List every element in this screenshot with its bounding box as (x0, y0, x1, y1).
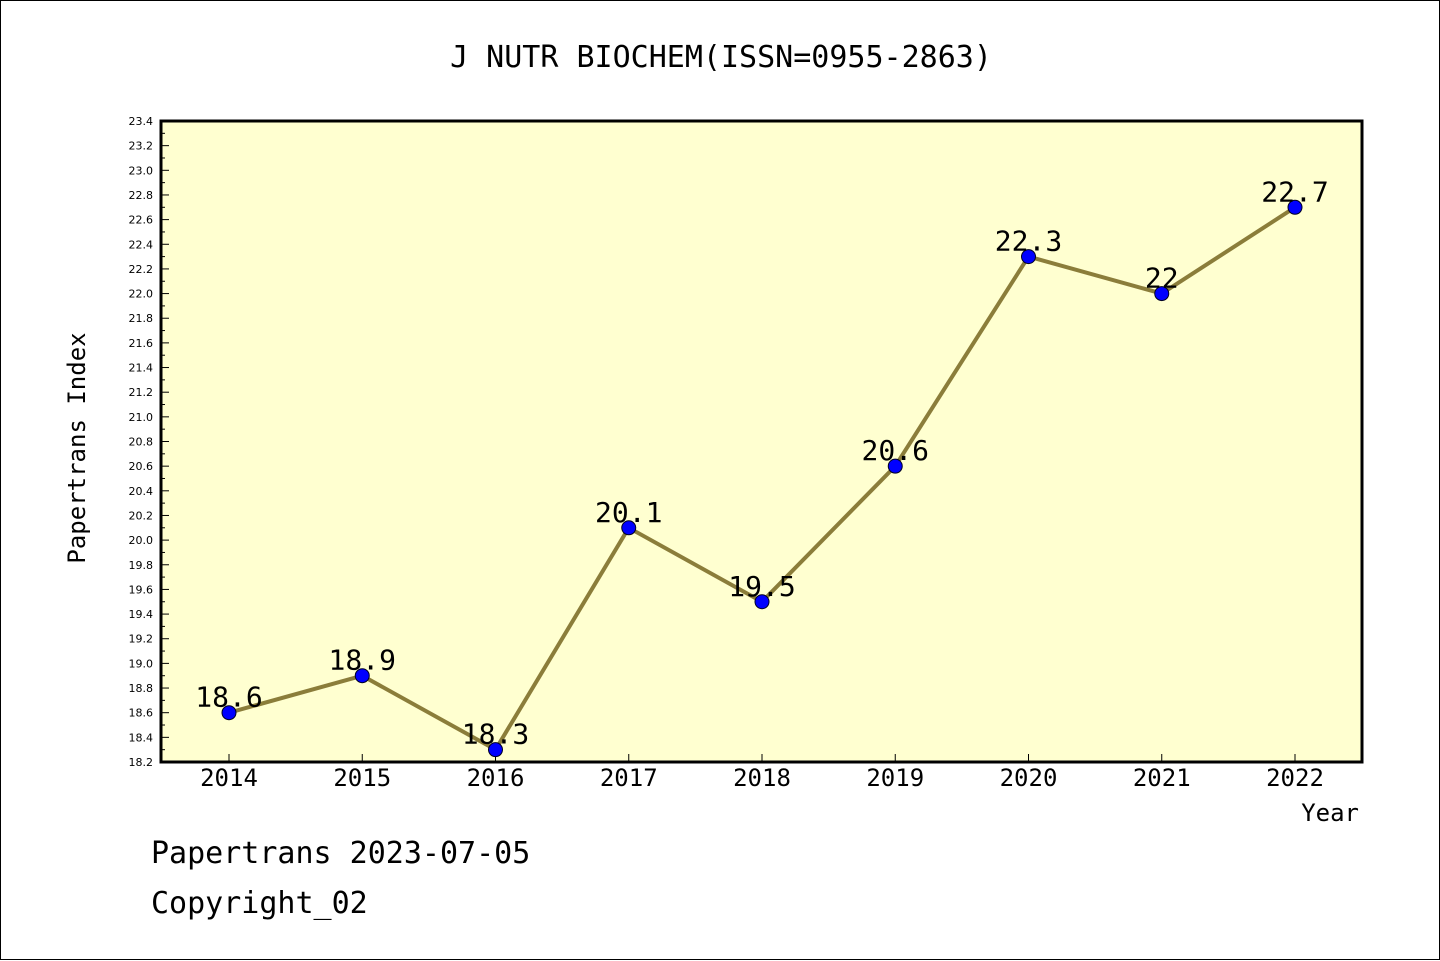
data-point (754, 594, 770, 610)
x-tick-label: 2014 (200, 764, 258, 792)
x-tick-label: 2018 (733, 764, 791, 792)
y-tick-label: 20.6 (129, 460, 154, 473)
data-label: 20.6 (862, 434, 929, 467)
y-tick-label: 22.6 (129, 214, 154, 227)
y-tick-label: 21.8 (129, 312, 154, 325)
y-tick-label: 18.2 (129, 756, 154, 769)
data-label: 20.1 (595, 496, 662, 529)
y-tick-label: 19.8 (129, 559, 154, 572)
x-axis: 2014 2015 2016 2017 2018 2019 2020 2021 2022 (200, 754, 1324, 792)
x-tick-label: 2016 (467, 764, 525, 792)
plot-area (159, 119, 1364, 764)
data-label: 18.3 (462, 718, 529, 751)
data-label: 22 (1145, 262, 1179, 295)
data-point (488, 742, 503, 758)
x-tick-label: 2017 (600, 764, 658, 792)
y-tick-label: 22.0 (129, 288, 154, 301)
data-point (354, 668, 370, 684)
x-tick-label: 2015 (333, 764, 391, 792)
x-tick-label: 2019 (866, 764, 924, 792)
y-tick-label: 18.8 (129, 682, 154, 695)
y-tick-label: 20.4 (129, 485, 154, 498)
y-tick-label: 18.6 (129, 707, 154, 720)
y-tick-label: 23.2 (129, 140, 154, 153)
x-tick-label: 2022 (1266, 764, 1324, 792)
y-tick-label: 21.6 (129, 337, 154, 350)
y-tick-label: 23.4 (129, 115, 154, 128)
y-tick-label: 19.0 (129, 657, 154, 670)
data-point (221, 705, 237, 721)
y-tick-label: 19.6 (129, 583, 154, 596)
y-axis-label: Papertrans Index (63, 332, 91, 563)
y-tick-label: 21.4 (129, 362, 154, 375)
data-point (1287, 199, 1303, 215)
y-tick-label: 19.4 (129, 608, 154, 621)
data-label: 19.5 (728, 570, 795, 603)
y-tick-label: 22.4 (129, 238, 154, 251)
data-point (1154, 286, 1170, 302)
y-tick-label: 20.2 (129, 509, 154, 522)
y-tick-label: 21.0 (129, 411, 154, 424)
data-point (621, 520, 637, 536)
x-tick-label: 2020 (1000, 764, 1058, 792)
data-label: 18.9 (329, 644, 396, 677)
chart-title: J NUTR BIOCHEM(ISSN=0955-2863) (450, 40, 992, 75)
y-tick-label: 19.2 (129, 633, 154, 646)
y-tick-label: 20.0 (129, 534, 154, 547)
data-label: 22.7 (1261, 175, 1328, 208)
data-label: 22.3 (995, 225, 1062, 258)
data-label: 18.6 (195, 681, 262, 714)
x-tick-label: 2021 (1133, 764, 1191, 792)
x-axis-label: Year (1301, 799, 1359, 827)
series-group: 18.6 18.9 18.3 20.1 19.5 20.6 22.3 22 22.7 (195, 175, 1329, 758)
y-tick-label: 23.0 (129, 164, 154, 177)
footer-copyright: Copyright_02 (151, 886, 368, 921)
y-tick-label: 22.8 (129, 189, 154, 202)
footer-date: Papertrans 2023-07-05 (151, 836, 531, 871)
y-tick-label: 21.2 (129, 386, 154, 399)
y-tick-label: 18.4 (129, 731, 154, 744)
y-tick-label: 20.8 (129, 436, 154, 449)
data-point (1021, 249, 1036, 265)
y-axis: 18.2 18.4 18.6 18.8 19.0 19.2 19.4 19.6 19.8 20.0… (129, 115, 169, 769)
data-point (887, 458, 903, 474)
y-tick-label: 22.2 (129, 263, 154, 276)
